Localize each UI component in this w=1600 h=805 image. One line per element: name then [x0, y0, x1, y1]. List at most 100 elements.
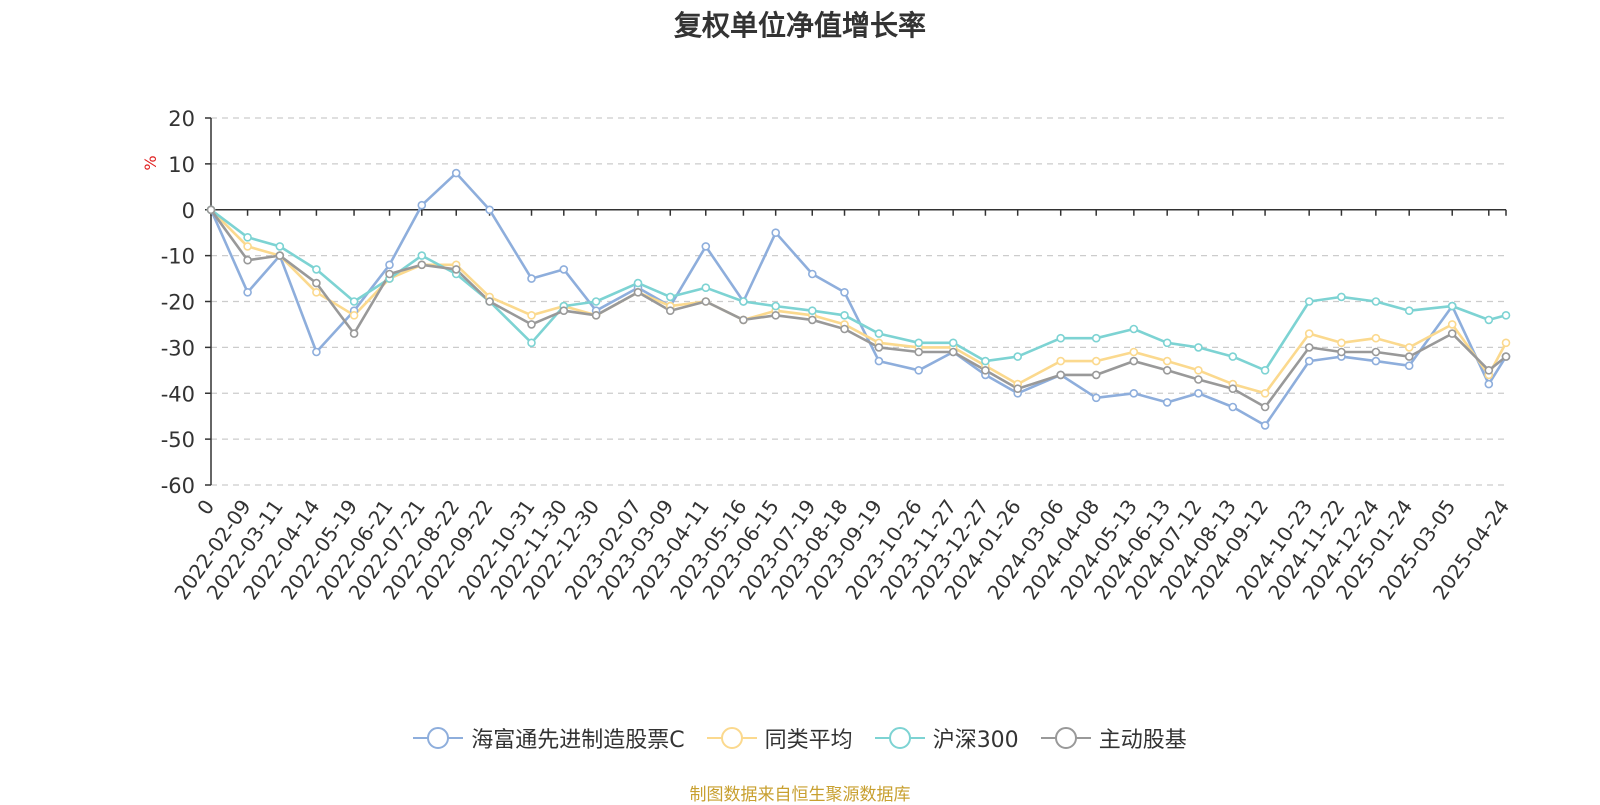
data-point [1404, 361, 1414, 371]
data-point [1337, 347, 1346, 357]
data-point [1404, 306, 1414, 316]
data-point [1228, 384, 1238, 394]
legend-label: 同类平均 [764, 728, 853, 753]
legend-label: 沪深300 [932, 728, 1019, 753]
y-tick-label: -10 [161, 245, 195, 269]
y-axis-label: % [141, 155, 160, 170]
y-tick-label: 20 [168, 107, 195, 131]
data-point [559, 265, 569, 274]
data-point [807, 306, 817, 316]
data-point [633, 287, 643, 297]
data-point [527, 274, 536, 283]
legend-line-circle-icon [1040, 727, 1091, 749]
legend-label: 海富通先进制造股票C [471, 728, 685, 753]
y-tick-label: 10 [168, 153, 195, 177]
data-point [312, 278, 321, 288]
data-point [591, 297, 601, 306]
data-point [1013, 384, 1023, 394]
data-point [417, 260, 427, 270]
data-point [739, 315, 748, 325]
data-point [1091, 370, 1101, 380]
data-point [840, 310, 849, 320]
data-point [1194, 365, 1203, 375]
data-point [385, 269, 394, 279]
data-point [874, 356, 884, 366]
data-point [914, 365, 924, 375]
legend-item[interactable]: 同类平均 [706, 722, 853, 754]
data-point [1194, 343, 1203, 352]
data-point [312, 287, 321, 297]
data-point [1194, 388, 1203, 398]
data-point [771, 228, 781, 237]
series-markers [206, 168, 1511, 430]
data-point [739, 297, 748, 306]
data-point [874, 343, 884, 352]
data-point [1371, 356, 1381, 366]
data-point [948, 347, 958, 357]
data-point [1129, 347, 1139, 357]
axes: 20100-10-20-30-40-50-6002022-02-092022-0… [161, 107, 1514, 604]
data-point [243, 287, 252, 297]
data-point [701, 297, 711, 306]
data-point [840, 287, 849, 297]
data-point [349, 329, 359, 338]
data-point [1091, 333, 1101, 343]
legend: 海富通先进制造股票C 同类平均 沪深300 主动股基 [0, 722, 1600, 754]
data-point [1162, 356, 1172, 366]
legend-item[interactable]: 海富通先进制造股票C [413, 722, 685, 754]
series-line [209, 171, 1508, 427]
data-point [1484, 365, 1494, 375]
data-point [243, 242, 252, 251]
data-point [1129, 356, 1139, 366]
data-point [1304, 329, 1314, 338]
data-point [1260, 388, 1270, 398]
legend-item[interactable]: 沪深300 [874, 722, 1019, 754]
y-tick-label: -50 [161, 428, 195, 452]
data-point [385, 260, 394, 270]
data-point [807, 315, 817, 325]
data-point [1129, 388, 1139, 398]
data-point [981, 356, 990, 366]
data-point [807, 269, 817, 279]
data-point [527, 338, 536, 348]
data-point [1228, 352, 1238, 361]
data-point [1056, 370, 1065, 380]
data-point [1337, 292, 1346, 302]
data-point [1304, 356, 1314, 366]
data-point [914, 347, 924, 357]
data-point [633, 278, 643, 288]
data-point [1501, 338, 1511, 348]
series-line [209, 209, 1507, 409]
data-point [1091, 393, 1101, 403]
data-point [1162, 398, 1172, 407]
legend-label: 主动股基 [1098, 728, 1187, 753]
data-point [1371, 347, 1381, 357]
data-point [771, 310, 781, 320]
data-point [1260, 402, 1270, 412]
data-point [948, 338, 958, 348]
data-point [665, 306, 675, 316]
data-point [1056, 333, 1065, 343]
data-point [1371, 333, 1381, 343]
data-point [1447, 320, 1457, 329]
data-point [1501, 310, 1511, 320]
y-tick-label: -40 [161, 382, 195, 406]
data-point [665, 292, 675, 302]
data-point [914, 338, 924, 348]
y-tick-label: -30 [161, 336, 195, 360]
data-point [451, 168, 461, 178]
x-tick-label: 0 [192, 495, 219, 519]
series-lines [209, 171, 1508, 427]
data-point [275, 251, 285, 260]
legend-item[interactable]: 主动股基 [1040, 722, 1187, 754]
data-point [1228, 402, 1238, 412]
data-point [1337, 338, 1346, 348]
data-point [1484, 379, 1494, 389]
data-point [451, 265, 461, 274]
source-note: 制图数据来自恒生聚源数据库 [689, 785, 911, 805]
data-point [1304, 297, 1314, 306]
y-tick-label: 0 [182, 199, 195, 223]
data-point [701, 242, 711, 251]
data-point [1484, 315, 1494, 325]
data-point [1056, 356, 1065, 366]
